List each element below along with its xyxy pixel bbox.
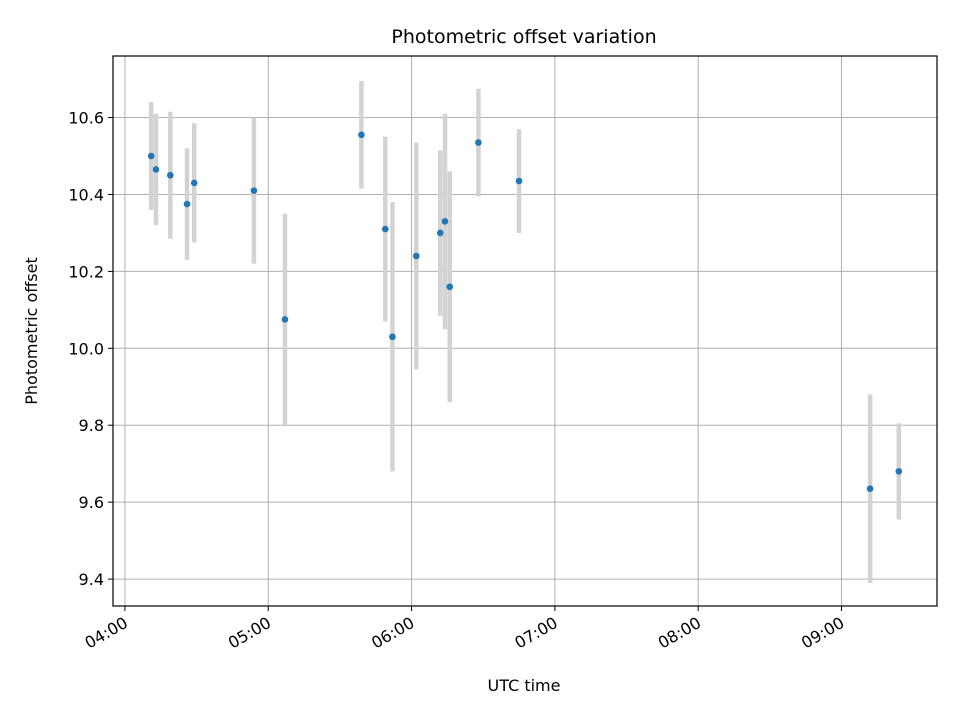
x-tick-label: 08:00 (655, 613, 704, 653)
data-point (515, 177, 523, 185)
data-point (446, 283, 454, 291)
data-point (441, 218, 449, 225)
x-tick-label: 05:00 (225, 613, 274, 653)
y-tick-label: 10.4 (68, 185, 104, 204)
y-tick-label: 10.2 (68, 262, 104, 281)
data-point (250, 187, 258, 194)
data-point (475, 139, 482, 146)
y-tick-label: 9.6 (79, 493, 104, 512)
data-point (147, 152, 155, 160)
data-point (358, 131, 365, 139)
y-tick-label: 9.4 (79, 570, 104, 589)
plot-frame (112, 55, 938, 607)
x-axis: 04:00 05:00 06:00 07:00 08:00 09:00 (82, 606, 847, 653)
data-point (866, 485, 874, 492)
data-point (167, 171, 174, 179)
data-point (436, 229, 444, 237)
x-tick-label: 06:00 (368, 613, 417, 653)
chart-title: Photometric offset variation (391, 26, 656, 48)
x-tick-label: 07:00 (511, 613, 560, 653)
x-tick-label: 09:00 (798, 613, 847, 653)
data-point (389, 333, 396, 341)
data-point (281, 316, 289, 323)
data-point (190, 179, 198, 187)
data-point (183, 200, 191, 208)
data-point (413, 252, 420, 260)
x-axis-title: UTC time (488, 676, 561, 695)
y-axis: 9.4 9.6 9.8 10.0 10.2 10.4 10.6 (68, 109, 113, 589)
data-points (147, 131, 903, 492)
data-point (381, 225, 389, 233)
y-axis-title: Photometric offset (22, 257, 41, 405)
grid-lines (113, 56, 937, 606)
data-point (895, 468, 903, 475)
error-bars (148, 81, 902, 583)
x-tick-label: 04:00 (82, 613, 131, 653)
y-tick-label: 10.6 (68, 109, 104, 128)
y-tick-label: 10.0 (68, 339, 104, 358)
data-point (152, 166, 160, 173)
y-tick-label: 9.8 (79, 416, 104, 435)
